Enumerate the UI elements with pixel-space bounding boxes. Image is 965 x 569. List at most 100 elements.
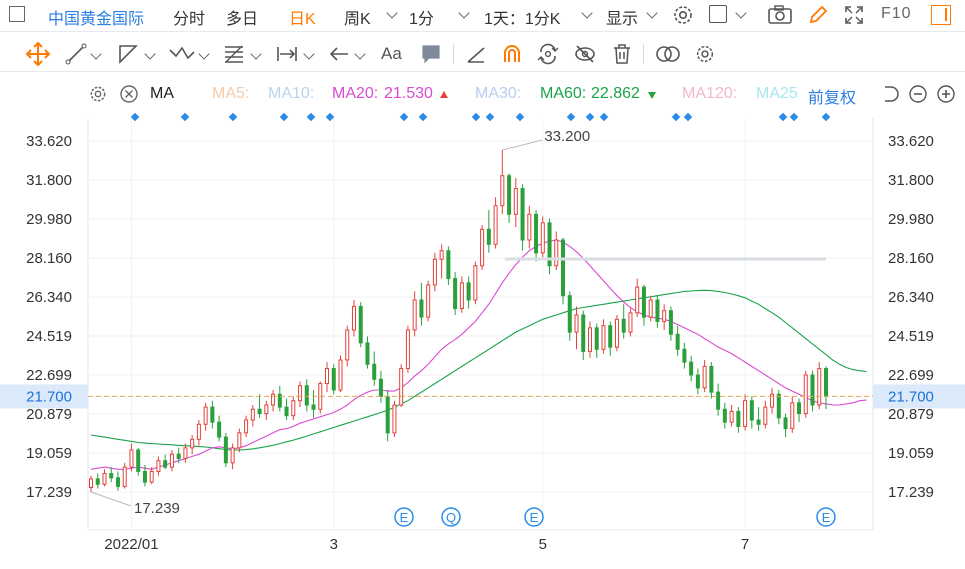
text-tool-icon[interactable]: Aa	[381, 44, 402, 63]
line-tool-icon[interactable]	[64, 42, 88, 66]
chevron-down-icon[interactable]	[458, 7, 470, 19]
candle-body	[284, 406, 289, 417]
tab-weekly-k[interactable]: 周K	[344, 11, 371, 28]
candle-body	[594, 327, 599, 350]
sidebar-toggle-icon[interactable]	[931, 5, 951, 25]
event-marker-dot	[683, 112, 693, 122]
candle-body	[169, 453, 174, 468]
candle-body	[88, 478, 94, 488]
max-leader-line	[502, 139, 543, 151]
candle-body	[244, 419, 249, 434]
candle-body	[776, 393, 781, 419]
comment-icon[interactable]	[420, 43, 442, 65]
checkbox-icon[interactable]	[709, 5, 727, 23]
candle-body	[264, 404, 269, 415]
zoom-in-icon[interactable]	[936, 84, 956, 104]
trash-icon[interactable]	[611, 43, 633, 65]
event-circle-icon	[524, 507, 544, 527]
ma250-label: MA25	[756, 85, 798, 102]
candle-body	[466, 282, 471, 301]
current-price-label-left: 21.700	[26, 388, 72, 405]
chevron-down-icon[interactable]	[90, 48, 102, 60]
candle-body	[217, 421, 222, 438]
chevron-down-icon[interactable]	[386, 7, 398, 19]
candle-body	[540, 222, 545, 254]
ma120-label: MA120:	[682, 85, 738, 102]
candle-body	[480, 228, 485, 267]
fullscreen-icon[interactable]	[843, 4, 865, 26]
camera-icon[interactable]	[767, 4, 793, 26]
candle-body	[797, 402, 802, 415]
y-tick-label-left: 17.239	[26, 484, 72, 501]
candle-body	[277, 393, 282, 408]
settings-icon[interactable]	[694, 43, 716, 65]
stock-name[interactable]: 中国黄金国际	[48, 11, 145, 28]
chevron-down-icon[interactable]	[250, 48, 262, 60]
candle-body	[628, 312, 633, 333]
settings-icon[interactable]	[88, 84, 108, 104]
arrow-tool-icon[interactable]	[327, 42, 351, 66]
display-menu[interactable]: 显示	[606, 11, 639, 28]
tab-daily-k[interactable]: 日K	[289, 11, 316, 28]
f10-button[interactable]: F10	[881, 5, 912, 22]
candle-body	[668, 310, 673, 335]
chevron-down-icon[interactable]	[354, 48, 366, 60]
candle-body	[534, 213, 539, 254]
range-tool-icon[interactable]	[275, 42, 299, 66]
polyline-tool-icon[interactable]	[116, 42, 140, 66]
chevron-down-icon[interactable]	[144, 48, 156, 60]
event-marker-dot	[599, 112, 609, 122]
divider	[643, 44, 644, 64]
wave-tool-icon[interactable]	[168, 42, 196, 66]
event-marker-dot	[778, 112, 788, 122]
current-price-label-right: 21.700	[888, 388, 934, 405]
chevron-down-icon[interactable]	[735, 7, 747, 19]
settings-icon[interactable]	[671, 3, 695, 27]
event-circle-label: Q	[446, 510, 456, 525]
candle-body	[385, 395, 390, 434]
candle-body	[581, 314, 586, 352]
candle-body	[331, 368, 336, 391]
ruler-icon[interactable]	[465, 43, 487, 65]
tab-multiday[interactable]: 多日	[226, 11, 259, 28]
y-tick-label-left: 24.519	[26, 328, 72, 345]
ma60-label: MA60:	[540, 85, 587, 102]
sync-icon[interactable]	[537, 43, 559, 65]
candle-body	[432, 258, 437, 286]
link-icon[interactable]	[655, 43, 681, 65]
candle-body	[614, 318, 619, 348]
pen-icon[interactable]	[807, 4, 829, 26]
chevron-down-icon[interactable]	[198, 48, 210, 60]
y-tick-label-left: 20.879	[26, 406, 72, 423]
candle-body	[513, 188, 518, 215]
indicator-name[interactable]: MA	[150, 85, 174, 102]
tab-minute[interactable]: 1分	[409, 11, 434, 28]
zoom-out-icon[interactable]	[908, 84, 928, 104]
ma10-label: MA10:	[268, 85, 315, 102]
candle-body	[810, 374, 815, 406]
candle-body	[136, 449, 141, 472]
period-select[interactable]: 1天：1分K	[484, 11, 561, 28]
candle-body	[426, 284, 431, 318]
undo-icon[interactable]	[880, 84, 900, 104]
candle-body	[176, 453, 181, 460]
candle-body	[493, 205, 498, 245]
tab-intraday[interactable]: 分时	[173, 11, 206, 28]
move-icon[interactable]	[25, 41, 51, 67]
chevron-down-icon[interactable]	[303, 48, 315, 60]
panel-toggle-icon[interactable]	[9, 6, 25, 22]
restore-rights-button[interactable]: 前复权	[808, 90, 857, 107]
y-tick-label-left: 28.160	[26, 250, 72, 267]
hide-icon[interactable]	[574, 43, 596, 65]
ma20-value: 21.530	[384, 85, 433, 102]
chevron-down-icon[interactable]	[646, 7, 658, 19]
y-tick-label-right: 22.699	[888, 367, 934, 384]
divider	[453, 44, 454, 64]
magnet-icon[interactable]	[501, 43, 523, 65]
fib-tool-icon[interactable]	[222, 42, 246, 66]
candle-body	[412, 299, 417, 331]
event-marker-dot	[671, 112, 681, 122]
close-icon[interactable]	[119, 84, 139, 104]
chevron-down-icon[interactable]	[581, 7, 593, 19]
candle-body	[304, 385, 309, 406]
